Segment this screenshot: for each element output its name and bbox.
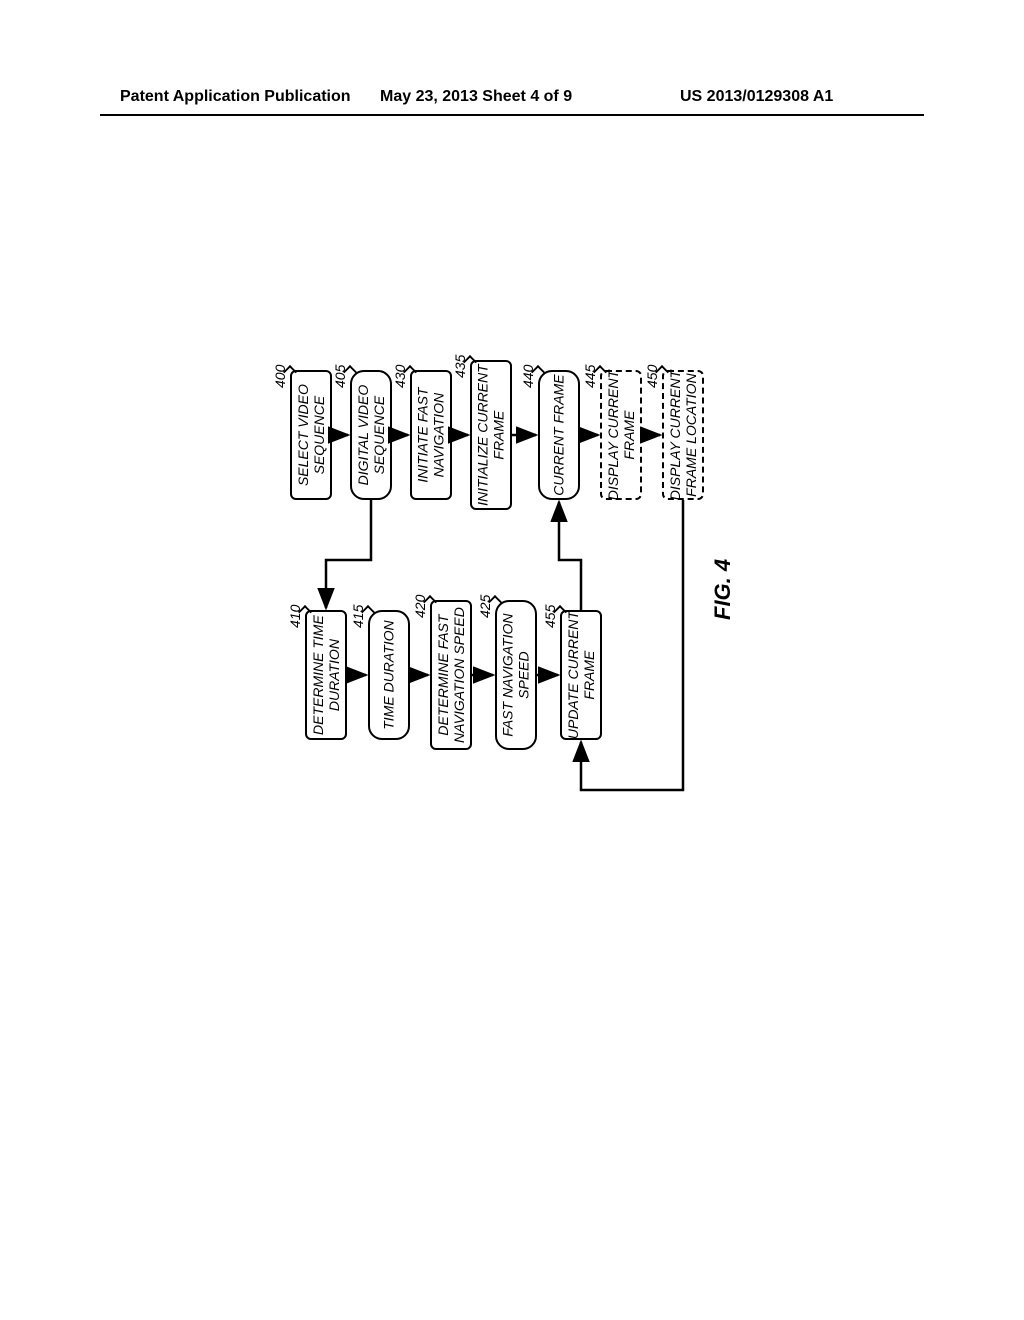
figure-caption: FIG. 4 bbox=[710, 559, 736, 620]
header-right: US 2013/0129308 A1 bbox=[680, 88, 833, 106]
header-left: Patent Application Publication bbox=[120, 88, 351, 106]
flowchart-diagram: SELECT VIDEO SEQUENCE 400 DIGITAL VIDEO … bbox=[240, 370, 800, 980]
arrows-layer bbox=[240, 370, 800, 980]
header-rule bbox=[100, 114, 924, 116]
header-mid: May 23, 2013 Sheet 4 of 9 bbox=[380, 88, 572, 106]
